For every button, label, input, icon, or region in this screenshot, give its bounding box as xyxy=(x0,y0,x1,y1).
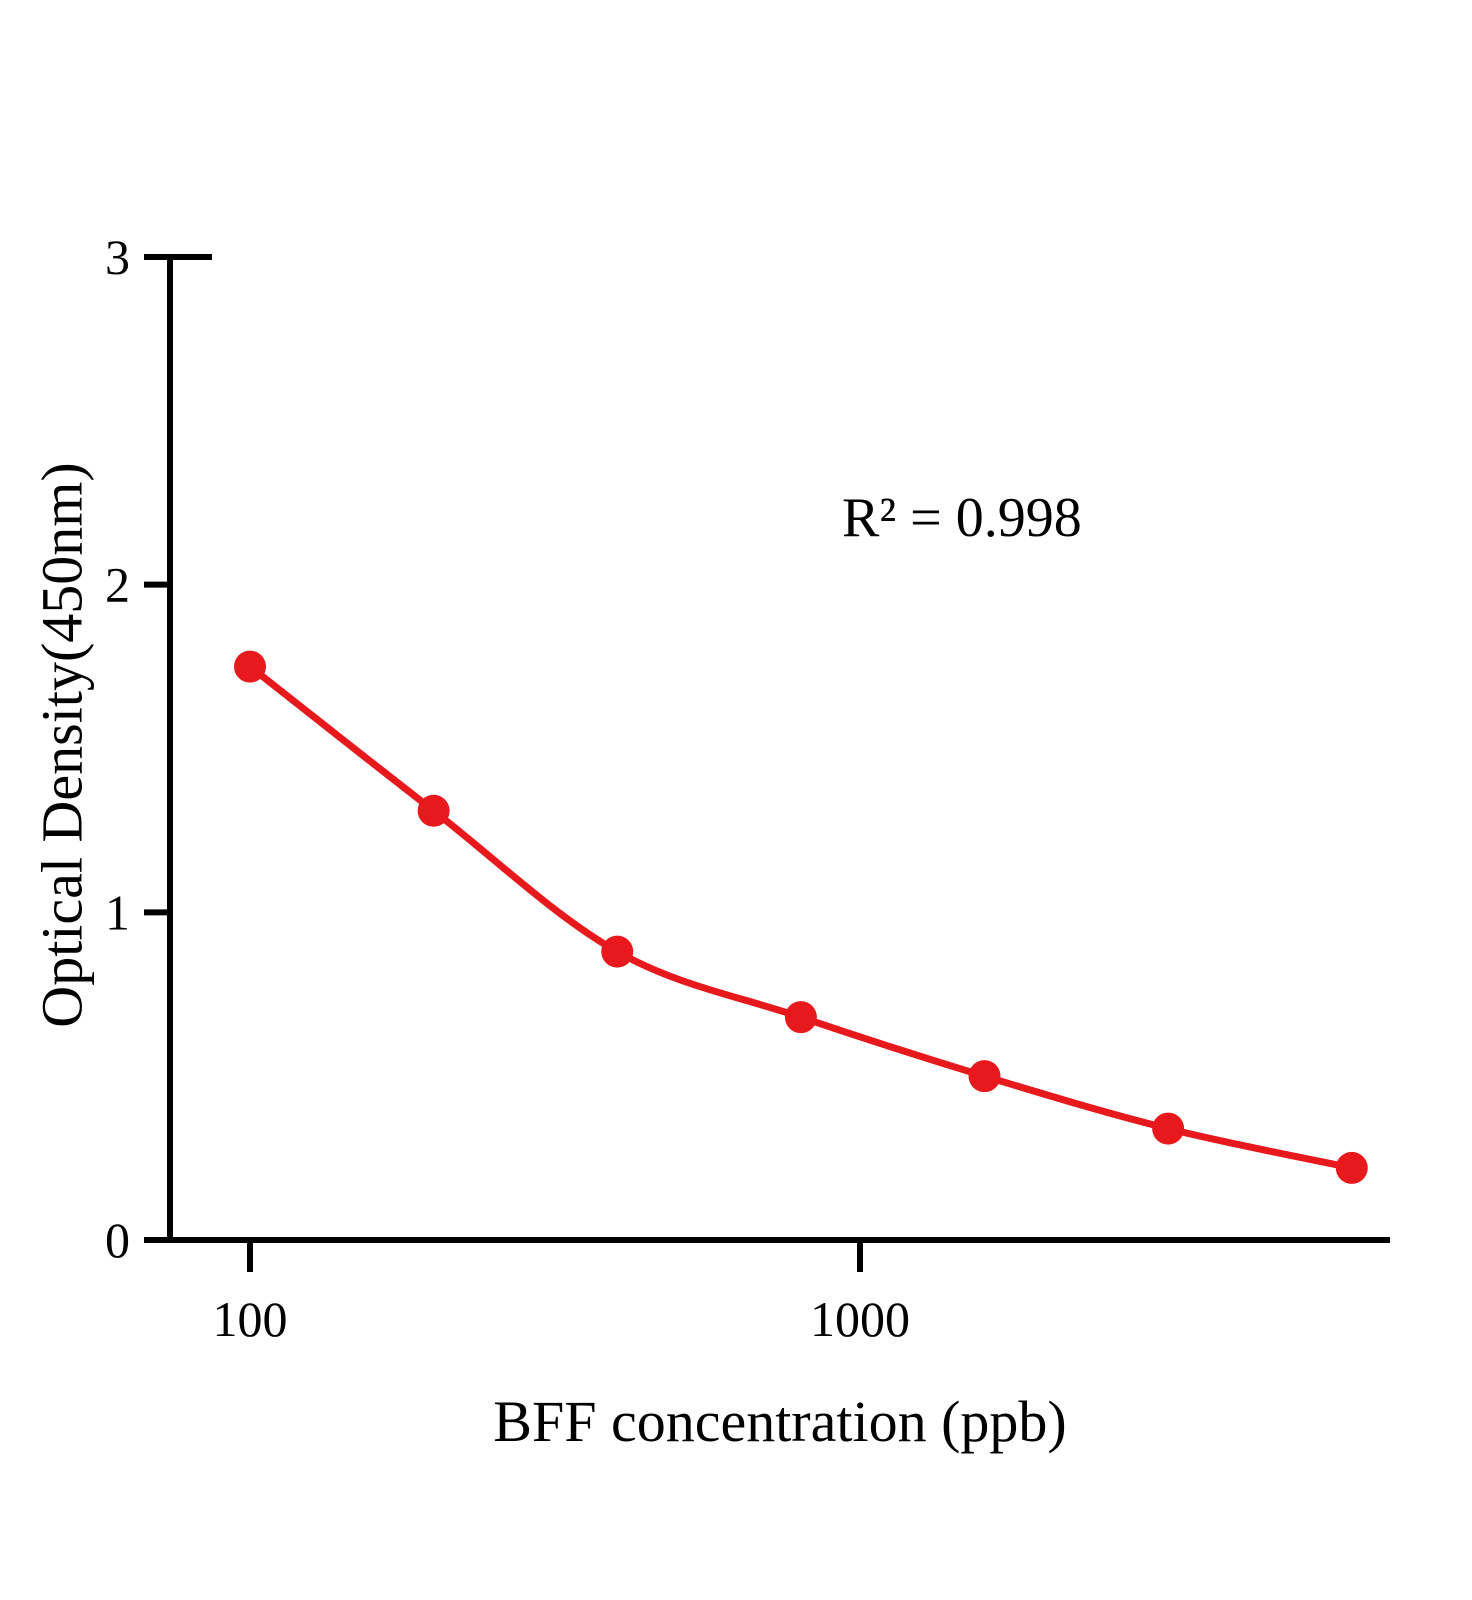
r-squared-annotation: R² = 0.998 xyxy=(842,487,1082,549)
data-point xyxy=(784,1001,817,1034)
y-axis-label: Optical Density(450nm) xyxy=(29,462,95,1028)
y-tick-label: 2 xyxy=(105,557,130,613)
x-tick-label: 1000 xyxy=(810,1291,910,1347)
x-tick-label: 100 xyxy=(213,1291,288,1347)
y-tick-label: 0 xyxy=(105,1212,130,1268)
data-point xyxy=(1152,1112,1185,1145)
data-point xyxy=(1335,1151,1368,1184)
data-point xyxy=(968,1060,1001,1093)
data-point xyxy=(601,935,634,968)
data-point xyxy=(417,794,450,827)
y-tick-label: 1 xyxy=(105,884,130,940)
data-point xyxy=(234,650,266,683)
x-axis-label: BFF concentration (ppb) xyxy=(493,1389,1067,1454)
y-tick-label: 3 xyxy=(105,229,130,285)
fit-curve xyxy=(246,663,1356,1172)
